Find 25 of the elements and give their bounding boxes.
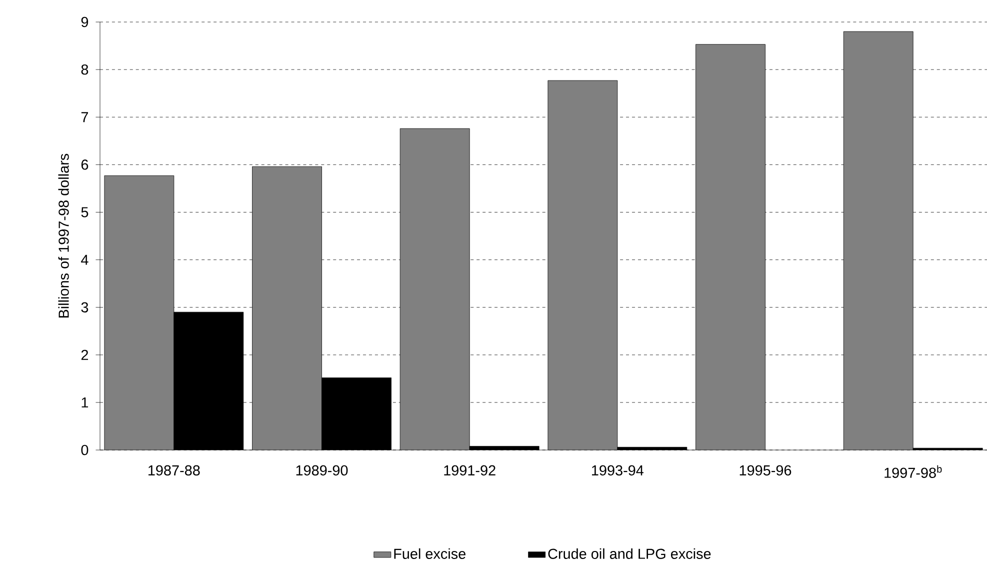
x-tick-label: 1987-88	[148, 465, 200, 476]
legend-label: Crude oil and LPG excise	[548, 548, 711, 559]
bar	[548, 80, 618, 450]
y-tick-label: 8	[81, 64, 88, 75]
x-tick-label: 1991-92	[444, 465, 496, 476]
bar	[252, 166, 322, 450]
y-tick-label: 6	[81, 160, 88, 170]
y-tick-label: 5	[81, 207, 88, 218]
bar	[400, 128, 470, 450]
legend-label: Fuel excise	[394, 548, 466, 559]
y-tick-label: 9	[81, 16, 88, 28]
x-tick-label: 1995-96	[740, 465, 792, 476]
y-tick-label: 2	[81, 350, 88, 360]
bar	[696, 44, 766, 450]
y-tick-label: 0	[81, 444, 88, 456]
y-axis-title: Billions of 1997-98 dollars	[58, 154, 69, 318]
y-tick-label: 1	[82, 397, 88, 408]
y-tick-label: 3	[81, 302, 88, 312]
x-tick-label: 1993-94	[592, 465, 644, 476]
bar	[104, 176, 174, 450]
y-tick-label: 4	[81, 254, 88, 265]
y-tick-label: 7	[81, 112, 88, 122]
bar	[843, 31, 914, 450]
x-tick-label: 1997-98$^{b}$	[884, 465, 942, 478]
x-tick-label: 1989-90	[296, 465, 348, 476]
